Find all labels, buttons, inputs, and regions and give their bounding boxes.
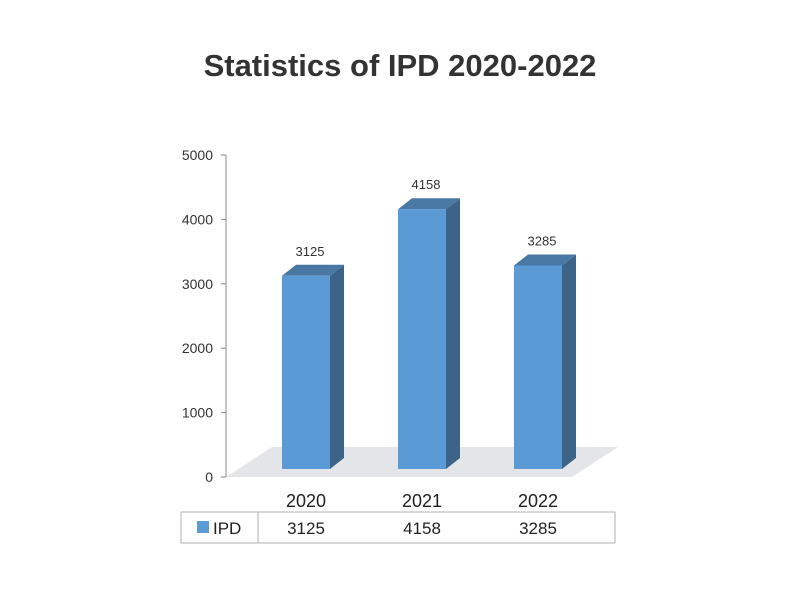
- legend-swatch: [197, 521, 209, 533]
- bar-front: [514, 265, 562, 469]
- y-tick-label: 2000: [182, 340, 213, 356]
- bar-top: [398, 198, 460, 210]
- bars-layer: [282, 198, 576, 469]
- y-tick-label: 5000: [182, 147, 213, 163]
- data-table-value: 3285: [519, 519, 557, 538]
- labels-layer: 3125 2020 4158 2021 3285 2022: [286, 177, 558, 511]
- chart-title: Statistics of IPD 2020-2022: [203, 48, 597, 83]
- category-label: 2020: [286, 491, 326, 511]
- bar: [514, 254, 576, 469]
- y-axis: 0 1000 2000 3000 4000 5000: [182, 147, 227, 485]
- y-tick-label: 1000: [182, 405, 213, 421]
- data-label: 4158: [412, 177, 441, 192]
- bar-side: [446, 198, 460, 469]
- category-label: 2021: [402, 491, 442, 511]
- bar: [398, 198, 460, 469]
- y-tick-label: 3000: [182, 276, 213, 292]
- bar-side: [330, 264, 344, 469]
- data-table-value: 3125: [287, 519, 325, 538]
- data-label: 3125: [296, 244, 325, 259]
- bar-top: [514, 254, 576, 266]
- data-table-border: [180, 511, 616, 544]
- bar-front: [398, 209, 446, 469]
- bar-side: [562, 254, 576, 469]
- y-tick-label: 4000: [182, 211, 213, 227]
- bar-top: [282, 264, 344, 276]
- bar: [282, 264, 344, 469]
- data-table-value: 4158: [403, 519, 441, 538]
- category-label: 2022: [518, 491, 558, 511]
- bar-front: [282, 275, 330, 469]
- data-table: IPD 3125 4158 3285: [180, 511, 616, 544]
- y-tick-label: 0: [205, 469, 213, 485]
- legend-series-name: IPD: [213, 519, 241, 538]
- data-label: 3285: [528, 233, 557, 248]
